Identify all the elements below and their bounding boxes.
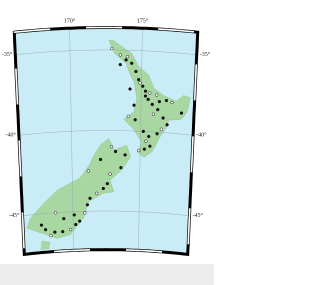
land: [40, 241, 51, 250]
observation-point: [86, 169, 91, 173]
lat-tick-label-left: -45°: [9, 212, 20, 219]
observation-point: [161, 116, 165, 120]
observation-point: [110, 46, 114, 51]
observation-point: [134, 69, 138, 74]
observation-point: [147, 134, 151, 139]
observation-point: [141, 129, 145, 134]
map-figure: 170° 175° -35° -35° -40° -40° -45° -45°: [0, 17, 214, 285]
observation-point: [98, 157, 103, 162]
observation-point: [118, 53, 123, 57]
parallel: [15, 49, 197, 55]
meridian: [69, 28, 74, 251]
lat-tick-label-right: -45°: [192, 212, 203, 219]
observation-point: [88, 196, 92, 200]
frame-inner: [13, 26, 199, 256]
observation-point: [130, 61, 134, 65]
observation-point: [125, 55, 130, 59]
observation-point: [133, 118, 137, 122]
observation-point: [94, 191, 99, 195]
observation-point: [150, 102, 154, 107]
observation-point: [159, 127, 164, 131]
observation-point: [39, 223, 44, 227]
observation-point: [123, 153, 127, 157]
land: [108, 40, 191, 158]
observation-point: [164, 98, 169, 103]
observation-point: [170, 100, 174, 105]
observation-point: [141, 84, 145, 88]
observation-point: [74, 222, 78, 227]
observation-point: [157, 99, 162, 104]
observation-point: [85, 203, 90, 207]
observation-point: [151, 112, 156, 116]
map-layers: 170° 175° -35° -35° -40° -40° -45° -45°: [2, 18, 211, 257]
observation-point: [128, 87, 132, 91]
observation-point: [137, 148, 141, 153]
observation-point: [77, 219, 82, 223]
observation-point: [155, 132, 159, 136]
bottom-band: [0, 264, 214, 285]
lat-tick-label-left: -35°: [2, 51, 13, 58]
observation-point: [136, 77, 141, 82]
observation-point: [126, 114, 130, 118]
observation-point: [62, 217, 66, 221]
parallel: [18, 130, 194, 136]
observation-point: [54, 211, 58, 215]
observation-point: [105, 181, 109, 186]
observation-point: [148, 91, 152, 95]
lon-tick-label: 175°: [137, 18, 149, 25]
lat-tick-label-right: -40°: [196, 132, 207, 139]
observation-point: [156, 107, 160, 112]
observation-point: [83, 211, 87, 215]
observation-point: [143, 94, 148, 98]
observation-point: [109, 144, 114, 149]
observation-point: [43, 227, 48, 232]
observation-point: [53, 230, 57, 234]
observation-point: [108, 172, 112, 176]
observation-point: [49, 234, 53, 238]
observation-point: [144, 139, 148, 143]
parallel: [22, 210, 190, 216]
observation-point: [119, 166, 123, 170]
meridian: [138, 28, 143, 251]
land: [26, 138, 131, 239]
lat-tick-label-left: -40°: [6, 132, 17, 139]
observation-point: [142, 147, 147, 151]
lon-tick-label: 170°: [64, 18, 76, 25]
observation-point: [179, 111, 184, 115]
observation-point: [72, 213, 76, 217]
observation-point: [148, 144, 152, 148]
observation-point: [101, 186, 105, 191]
observation-point: [118, 62, 122, 67]
observation-point: [61, 229, 65, 234]
observation-point: [165, 123, 169, 127]
observation-point: [146, 97, 150, 102]
observation-point: [143, 89, 148, 93]
lat-tick-label-right: -35°: [200, 51, 211, 58]
observation-point: [113, 149, 118, 154]
observation-point: [132, 103, 136, 107]
observation-point: [155, 93, 159, 97]
observation-point: [138, 81, 142, 85]
observation-point: [124, 58, 128, 62]
observation-point: [68, 227, 73, 232]
